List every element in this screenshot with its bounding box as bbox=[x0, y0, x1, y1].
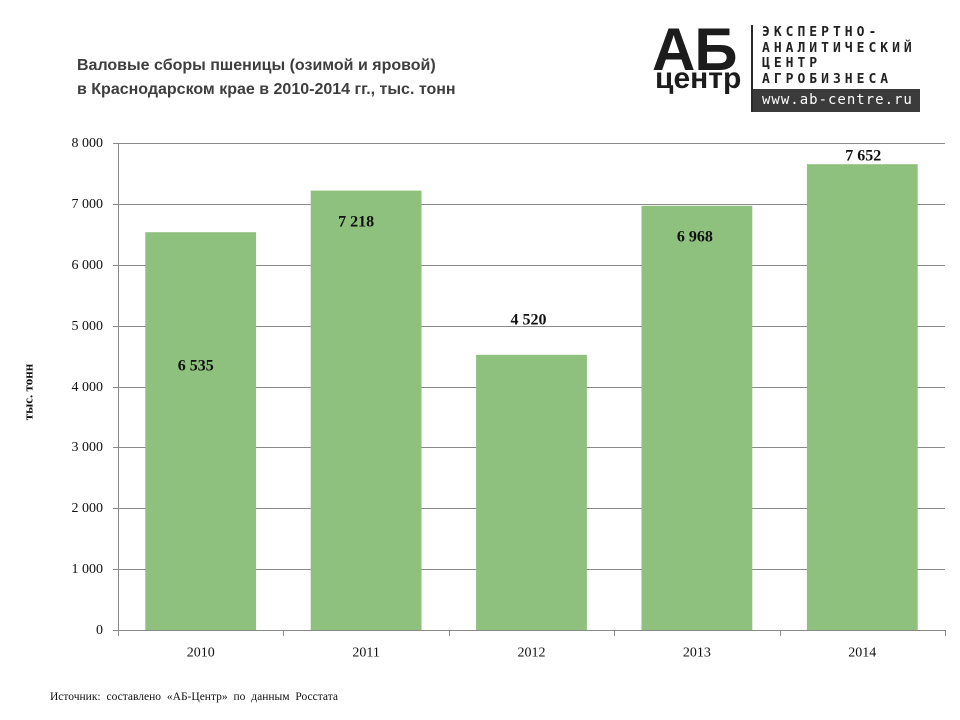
source-note: Источник: составлено «АБ-Центр» по данны… bbox=[50, 691, 339, 703]
y-tick-label-4000: 4 000 bbox=[72, 380, 104, 395]
data-label-2011: 7 218 bbox=[338, 214, 374, 231]
x-tick-label-2013: 2013 bbox=[683, 646, 711, 661]
axes bbox=[113, 143, 946, 636]
y-tick-label-8000: 8 000 bbox=[72, 136, 104, 151]
y-axis-label: тыс. тонн bbox=[21, 363, 36, 420]
x-tick-label-2014: 2014 bbox=[848, 646, 876, 661]
logo-mark-word: центр bbox=[655, 62, 742, 95]
logo-url: www.ab-centre.ru bbox=[753, 89, 920, 112]
chart-title-line-1: Валовые сборы пшеницы (озимой и яровой) bbox=[77, 57, 436, 74]
logo-line-3: ЦЕНТР bbox=[762, 56, 822, 71]
y-tick-label-0: 0 bbox=[96, 623, 103, 638]
chart-title: Валовые сборы пшеницы (озимой и яровой) … bbox=[77, 54, 456, 102]
x-tick-label-2012: 2012 bbox=[518, 646, 546, 661]
y-tick-label-3000: 3 000 bbox=[72, 440, 104, 455]
x-tick-label-2010: 2010 bbox=[187, 646, 215, 661]
y-tick-label-6000: 6 000 bbox=[72, 258, 104, 273]
data-label-2014: 7 652 bbox=[845, 148, 881, 165]
bar-2013 bbox=[641, 205, 753, 631]
logo-line-1: ЭКСПЕРТНО- bbox=[762, 25, 881, 40]
data-label-2010: 6 535 bbox=[178, 358, 214, 375]
bar-2011 bbox=[310, 190, 422, 630]
chart-title-line-2: в Краснодарском крае в 2010-2014 гг., ты… bbox=[77, 81, 456, 98]
data-labels: 6 535 7 218 4 520 6 968 7 652 bbox=[178, 148, 882, 375]
logo-text-block: ЭКСПЕРТНО- АНАЛИТИЧЕСКИЙ ЦЕНТР АГРОБИЗНЕ… bbox=[751, 25, 920, 112]
bar-2012 bbox=[476, 354, 587, 630]
logo-mark-letters: АБ bbox=[652, 16, 737, 83]
x-tick-label-2011: 2011 bbox=[352, 646, 379, 661]
tick-labels: 0 1 000 2 000 3 000 4 000 5 000 6 000 7 000 8 00… bbox=[72, 136, 877, 661]
y-tick-label-1000: 1 000 bbox=[72, 562, 104, 577]
y-tick-label-2000: 2 000 bbox=[72, 501, 104, 516]
logo-line-2: АНАЛИТИЧЕСКИЙ bbox=[762, 40, 916, 56]
bar-2010 bbox=[145, 232, 257, 630]
bar-2014 bbox=[806, 164, 918, 630]
logo-line-4: АГРОБИЗНЕСА bbox=[762, 71, 893, 87]
y-tick-label-5000: 5 000 bbox=[72, 319, 104, 334]
data-label-2013: 6 968 bbox=[677, 229, 713, 246]
y-tick-label-7000: 7 000 bbox=[72, 197, 104, 212]
data-label-2012: 4 520 bbox=[511, 312, 547, 329]
bars bbox=[145, 164, 918, 631]
